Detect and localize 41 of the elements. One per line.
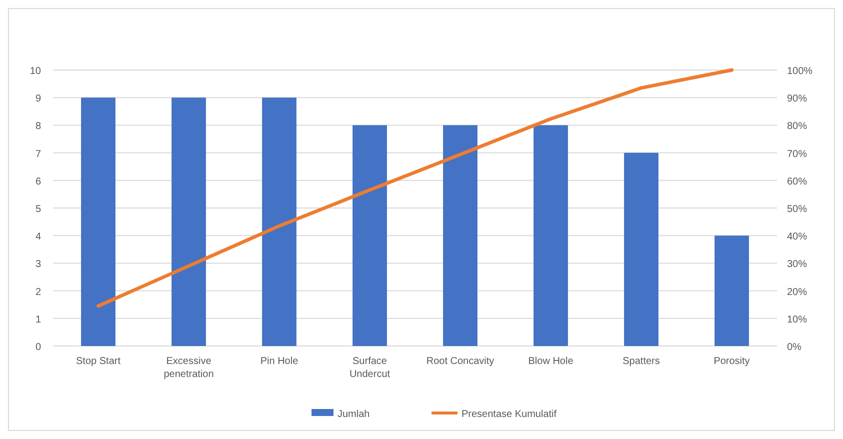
bar [262,98,296,346]
y2-tick-label: 0% [787,342,802,353]
y2-tick-label: 80% [787,121,808,132]
legend-label: Presentase Kumulatif [462,409,557,420]
bar [352,125,387,346]
bar [81,98,116,346]
y2-tick-label: 70% [787,148,808,160]
x-tick-label: Stop Start [76,356,121,367]
y2-tick-label: 30% [787,259,808,270]
y-tick-label: 9 [35,94,42,105]
y2-tick-label: 100% [787,66,813,77]
x-tick-label: Blow Hole [528,356,574,367]
y-tick-label: 4 [35,232,42,243]
y-tick-label: 7 [35,148,42,160]
line-series [96,68,734,308]
bar [534,125,568,346]
y-tick-label: 0 [35,342,42,353]
x-tick-label: Spatters [622,356,660,367]
y2-tick-label: 60% [787,176,808,188]
x-tick-label: Surface Undercut [349,356,390,380]
x-tick-label: Porosity [714,356,750,367]
bar [714,236,749,346]
y-tick-label: 2 [35,286,42,298]
legend-label: Jumlah [338,409,370,420]
x-tick-label: Root Concavity [426,356,494,367]
x-tick-label: Excessive penetration [164,356,214,380]
y-tick-label: 5 [35,204,42,215]
y2-tick-label: 40% [787,232,808,243]
y2-tick-label: 90% [787,94,808,105]
bar [443,125,478,346]
y-tick-label: 3 [35,259,42,270]
y2-tick-label: 10% [787,314,808,326]
y-tick-label: 1 [35,314,42,326]
bar [624,152,658,346]
y2-tick-label: 50% [787,204,808,215]
y-tick-label: 8 [35,121,42,132]
y-tick-label: 6 [35,176,42,188]
y2-tick-label: 20% [787,286,808,298]
x-tick-label: Pin Hole [260,356,299,367]
y-tick-label: 10 [30,66,42,77]
bar [172,98,206,346]
